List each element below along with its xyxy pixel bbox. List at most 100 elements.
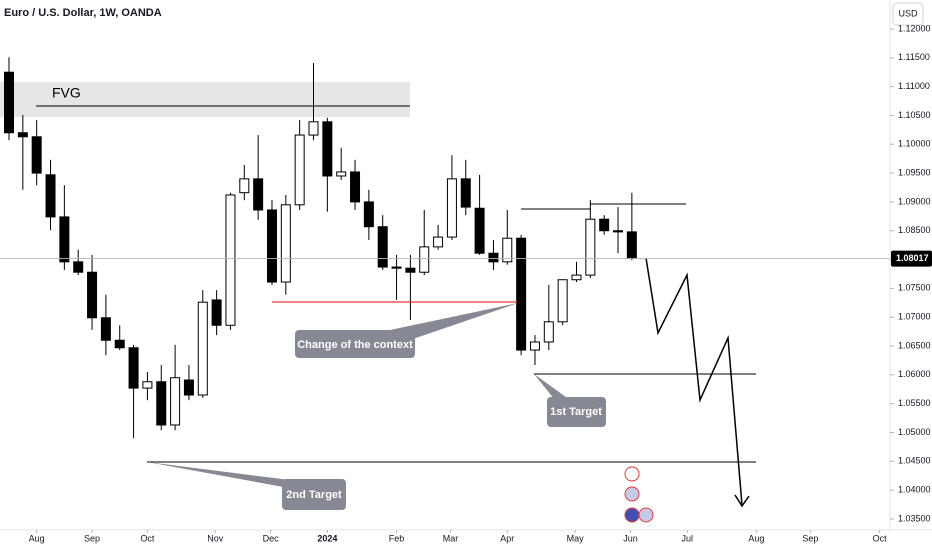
y-tick-label: 1.10000 bbox=[898, 139, 931, 149]
candle-body bbox=[599, 218, 610, 232]
last-price-box bbox=[891, 250, 932, 267]
callout bbox=[547, 397, 606, 427]
x-tick-label: Oct bbox=[873, 533, 888, 543]
candle-body bbox=[446, 178, 457, 238]
currency-label: USD bbox=[898, 8, 918, 18]
x-tick-label: 2024 bbox=[317, 533, 337, 543]
y-tick-label: 1.07000 bbox=[898, 312, 931, 322]
y-tick-label: 1.04500 bbox=[898, 456, 931, 466]
event-icon bbox=[624, 466, 640, 482]
candle-body bbox=[156, 381, 167, 426]
candle-body bbox=[142, 381, 153, 389]
candle-body bbox=[322, 121, 333, 177]
x-tick-label: Mar bbox=[443, 533, 459, 543]
candle-body bbox=[460, 178, 471, 208]
fvg-zone bbox=[0, 82, 410, 117]
callout-text: 2nd Target bbox=[286, 489, 342, 501]
candle-body bbox=[211, 299, 222, 326]
candle-body bbox=[557, 279, 568, 323]
candle-body bbox=[585, 218, 596, 276]
candle-body bbox=[529, 341, 540, 351]
y-tick-label: 1.03500 bbox=[898, 513, 931, 523]
candle-body bbox=[308, 121, 319, 136]
callout bbox=[295, 330, 415, 358]
x-tick-label: May bbox=[567, 533, 585, 543]
candle-body bbox=[3, 71, 14, 134]
callout-pointer bbox=[534, 374, 570, 400]
callout bbox=[282, 479, 346, 510]
candle-body bbox=[183, 379, 194, 396]
candle-body bbox=[613, 230, 624, 233]
callout-text: 1st Target bbox=[550, 406, 602, 418]
y-tick-label: 1.04000 bbox=[898, 484, 931, 494]
candle-body bbox=[45, 174, 56, 218]
currency-button[interactable] bbox=[892, 2, 924, 26]
candle-body bbox=[170, 377, 181, 426]
candle-body bbox=[253, 178, 264, 211]
x-tick-label: Sep bbox=[802, 533, 818, 543]
candle-body bbox=[59, 216, 70, 263]
y-tick-label: 1.09500 bbox=[898, 167, 931, 177]
x-tick-label: Oct bbox=[140, 533, 155, 543]
y-tick-label: 1.05000 bbox=[898, 427, 931, 437]
candle-body bbox=[31, 136, 42, 174]
fvg-label: FVG bbox=[52, 85, 81, 101]
y-tick-label: 1.12000 bbox=[898, 23, 931, 33]
candle-body bbox=[294, 134, 305, 206]
candle-body bbox=[502, 237, 513, 263]
y-tick-label: 1.06000 bbox=[898, 369, 931, 379]
candle-body bbox=[363, 201, 374, 228]
event-icon bbox=[624, 507, 640, 523]
candle-body bbox=[350, 171, 361, 203]
candle-body bbox=[17, 132, 28, 138]
candle-body bbox=[474, 207, 485, 254]
x-tick-label: Aug bbox=[748, 533, 764, 543]
chart-title: Euro / U.S. Dollar, 1W, OANDA bbox=[4, 7, 162, 19]
candle-body bbox=[225, 194, 236, 326]
candle-body bbox=[197, 301, 208, 396]
projection-path bbox=[645, 257, 743, 506]
candle-body bbox=[336, 171, 347, 177]
y-tick-label: 1.11500 bbox=[898, 52, 930, 62]
candles bbox=[3, 57, 637, 439]
candle-body bbox=[100, 317, 111, 341]
callout-pointer bbox=[390, 303, 518, 340]
candle-body bbox=[543, 321, 554, 343]
x-tick-label: Jun bbox=[623, 533, 638, 543]
y-tick-label: 1.06500 bbox=[898, 340, 931, 350]
y-tick-label: 1.10500 bbox=[898, 110, 931, 120]
x-tick-label: Aug bbox=[29, 533, 45, 543]
x-tick-label: Jul bbox=[681, 533, 693, 543]
x-tick-label: Nov bbox=[207, 533, 224, 543]
projection-arrow bbox=[734, 494, 750, 508]
candle-body bbox=[626, 231, 637, 259]
x-tick-label: Dec bbox=[263, 533, 280, 543]
candle-body bbox=[280, 204, 291, 283]
y-tick-label: 1.07500 bbox=[898, 283, 931, 293]
x-tick-label: Sep bbox=[84, 533, 100, 543]
callout-pointer bbox=[147, 462, 300, 490]
last-price-label: 1.08017 bbox=[896, 253, 929, 263]
candle-body bbox=[516, 237, 527, 351]
candle-body bbox=[488, 252, 499, 263]
candle-body bbox=[433, 236, 444, 248]
candle-body bbox=[419, 246, 430, 273]
y-tick-label: 1.08500 bbox=[898, 225, 931, 235]
candle-body bbox=[73, 261, 84, 273]
candle-body bbox=[391, 266, 402, 269]
y-tick-label: 1.09000 bbox=[898, 196, 931, 206]
y-tick-label: 1.11000 bbox=[898, 81, 930, 91]
candle-body bbox=[377, 226, 388, 268]
x-tick-label: Apr bbox=[500, 533, 514, 543]
candle-body bbox=[571, 274, 582, 281]
candle-body bbox=[114, 339, 125, 349]
event-icon bbox=[638, 507, 654, 523]
candle-body bbox=[87, 271, 98, 319]
candle-body bbox=[239, 178, 250, 194]
callout-text: Change of the context bbox=[297, 339, 413, 351]
candle-body bbox=[128, 347, 139, 389]
candle-body bbox=[266, 209, 277, 283]
x-tick-label: Feb bbox=[389, 533, 405, 543]
y-tick-label: 1.05500 bbox=[898, 398, 931, 408]
